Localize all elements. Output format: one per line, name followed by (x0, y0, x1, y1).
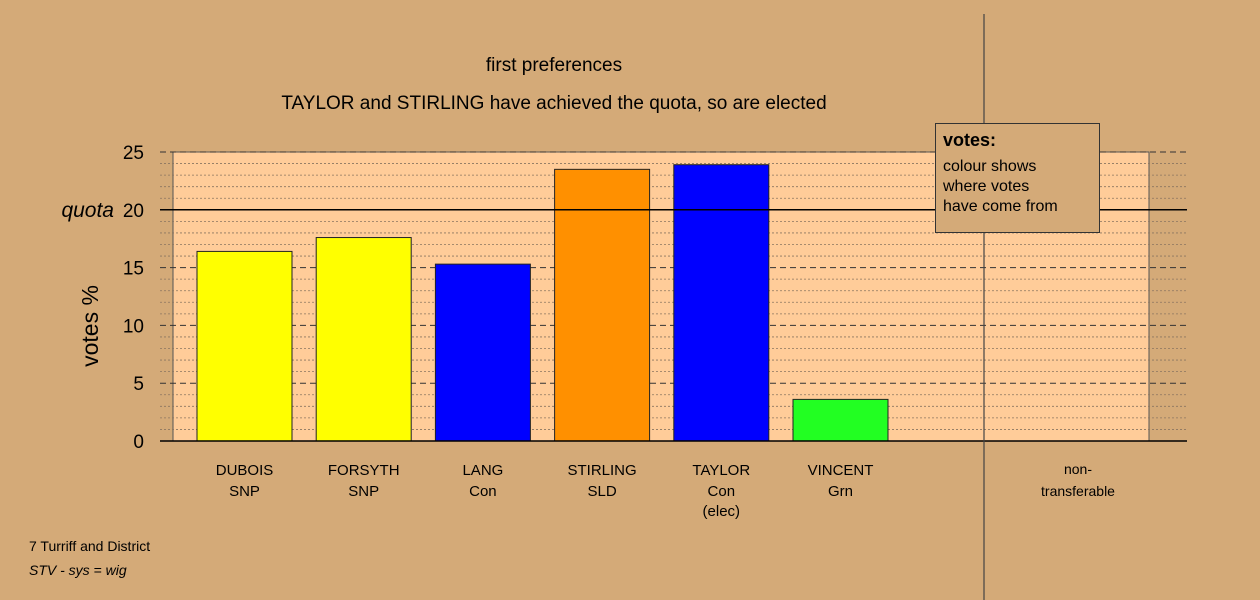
x-category-party: Con (469, 483, 497, 500)
y-tick-label: 5 (133, 374, 144, 395)
x-category-name: LANG (462, 462, 503, 479)
footer-system-label: STV - sys = wig (29, 562, 127, 578)
x-category-party: SLD (588, 483, 617, 500)
bar-vincent (792, 398, 889, 442)
nontransferable-label: transferable (1041, 483, 1115, 499)
y-tick-label: 10 (123, 316, 144, 337)
bar-taylor (673, 164, 770, 442)
bar-lang (434, 263, 531, 442)
chart-subtitle: TAYLOR and STIRLING have achieved the qu… (281, 93, 826, 114)
quota-label: quota (61, 199, 114, 222)
x-category-note: (elec) (703, 503, 741, 520)
legend-line: colour shows (943, 158, 1037, 175)
legend-line: where votes (943, 178, 1030, 195)
y-tick-label: 20 (123, 201, 144, 222)
chart-title: first preferences (486, 55, 622, 76)
x-category-name: VINCENT (808, 462, 874, 479)
y-tick-label: 25 (123, 143, 144, 164)
bar-forsyth (315, 237, 412, 442)
x-category-name: STIRLING (568, 462, 637, 479)
x-category-name: TAYLOR (692, 462, 750, 479)
x-category-party: Con (708, 483, 736, 500)
x-category-name: FORSYTH (328, 462, 400, 479)
bar-stirling (554, 168, 651, 442)
bar-dubois (196, 250, 293, 442)
legend-box: votes: colour shows where votes have com… (935, 123, 1100, 233)
x-category-name: DUBOIS (216, 462, 274, 479)
nontransferable-label: non- (1064, 461, 1092, 477)
y-tick-label: 15 (123, 259, 144, 280)
y-tick-label: 0 (133, 432, 144, 453)
x-category-party: Grn (828, 483, 853, 500)
y-axis-title: votes % (77, 285, 103, 367)
footer-ward-label: 7 Turriff and District (29, 538, 151, 554)
legend-line: have come from (943, 198, 1058, 215)
x-category-party: SNP (229, 483, 260, 500)
x-category-party: SNP (348, 483, 379, 500)
legend-title: votes: (943, 130, 997, 150)
